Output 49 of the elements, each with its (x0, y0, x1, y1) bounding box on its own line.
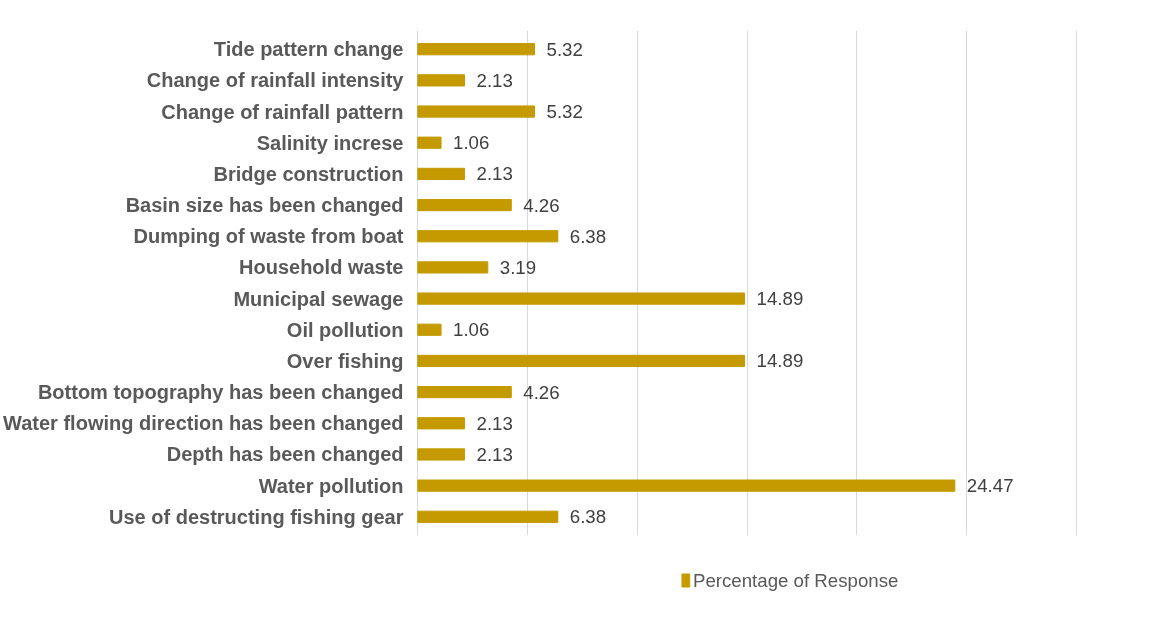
y-tick-label: Use of destructing fishing gear (109, 505, 404, 528)
bar (417, 385, 512, 399)
y-tick-label: Water flowing direction has been changed (3, 412, 404, 435)
y-tick-label: Depth has been changed (166, 443, 404, 466)
bar (417, 136, 442, 149)
y-tick-label: Tide pattern change (213, 38, 404, 61)
data-label: 14.89 (756, 350, 804, 372)
bar (417, 74, 466, 87)
bar (417, 417, 466, 430)
data-label: 5.32 (546, 101, 583, 123)
legend-label: Percentage of Response (693, 570, 899, 591)
data-label: 2.13 (476, 443, 513, 465)
y-tick-label: Bridge construction (213, 162, 404, 185)
data-label: 2.13 (476, 163, 513, 185)
y-tick-label: Oil pollution (286, 318, 404, 341)
bar (417, 167, 466, 181)
y-tick-label: Change of rainfall intensity (146, 69, 405, 92)
y-tick-label: Salinity increse (256, 131, 404, 154)
bar (417, 510, 559, 523)
bar (417, 105, 536, 118)
y-tick-label: Bottom topography has been changed (37, 381, 404, 404)
data-label: 6.38 (569, 506, 607, 528)
y-tick-label: Basin size has been changed (125, 194, 404, 217)
bar (417, 261, 489, 274)
data-label: 2.13 (476, 412, 513, 434)
bar (417, 479, 956, 492)
y-tick-label: Change of rainfall pattern (161, 100, 404, 123)
data-label: 6.38 (569, 225, 607, 247)
data-label: 1.06 (453, 132, 490, 154)
data-label: 5.32 (546, 38, 583, 60)
bar (417, 448, 466, 461)
y-tick-label: Dumping of waste from boat (133, 225, 404, 248)
y-tick-label: Household waste (239, 256, 404, 279)
bar (417, 292, 746, 305)
data-label: 1.06 (453, 319, 490, 341)
y-tick-label: Municipal sewage (233, 287, 404, 310)
data-label: 4.26 (523, 194, 560, 216)
data-label: 14.89 (756, 288, 804, 310)
bar (417, 198, 512, 212)
data-label: 3.19 (499, 256, 537, 278)
bar (417, 354, 746, 368)
data-label: 24.47 (966, 475, 1014, 497)
y-tick-label: Water pollution (258, 474, 404, 497)
data-label: 2.13 (476, 69, 513, 91)
y-tick-label: Over fishing (286, 349, 404, 372)
bar (417, 323, 442, 336)
bar (417, 230, 559, 243)
data-label: 4.26 (523, 381, 560, 403)
bar (417, 43, 536, 56)
